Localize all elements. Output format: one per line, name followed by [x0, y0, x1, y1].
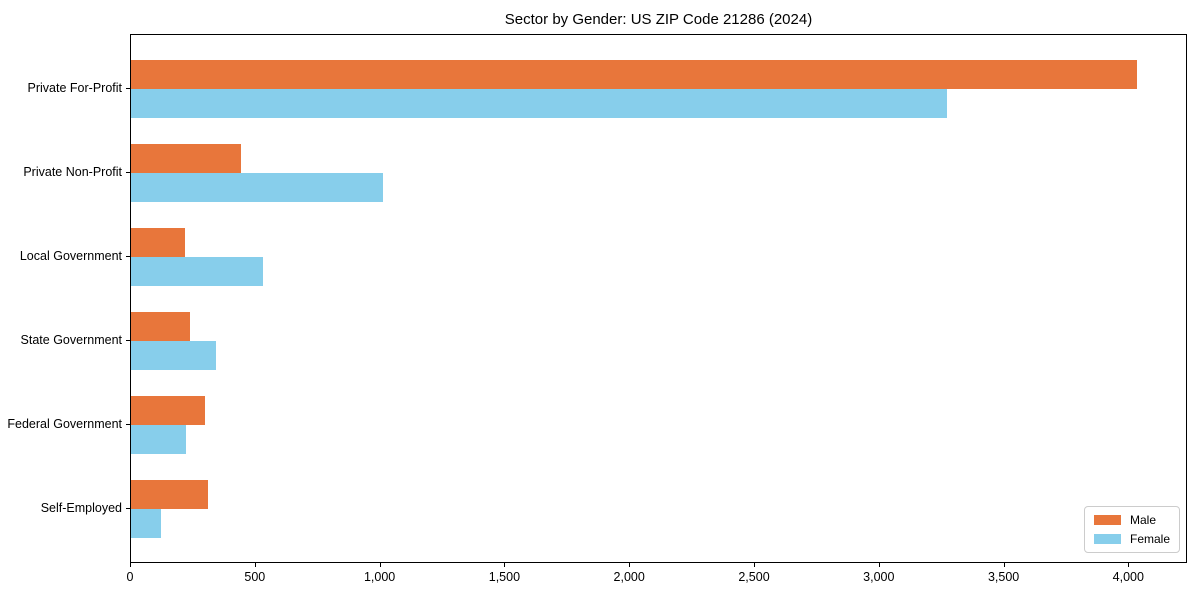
chart-title: Sector by Gender: US ZIP Code 21286 (202… [504, 11, 813, 28]
legend-swatch-male [1093, 515, 1121, 525]
x-tick-label-1-000: 1,000 [363, 570, 396, 584]
y-tick-label-self-employed: Self-Employed [40, 501, 122, 515]
y-tick-label-local-government: Local Government [19, 249, 122, 263]
x-tick-mark [629, 563, 631, 567]
x-tick-label-1-500: 1,500 [488, 570, 521, 584]
bar-male-private-for-profit [131, 60, 1137, 89]
x-tick-mark [878, 563, 880, 567]
x-tick-label-4-000: 4,000 [1112, 570, 1144, 584]
x-tick-mark [1128, 563, 1130, 567]
x-tick-label-3-000: 3,000 [863, 570, 895, 584]
x-tick-label-0: 0 [126, 570, 134, 584]
x-tick-label-500: 500 [244, 570, 266, 584]
y-tick-label-state-government: State Government [20, 333, 122, 347]
bar-female-federal-government [131, 425, 186, 454]
y-tick-mark [126, 340, 130, 341]
x-tick-label-3-500: 3,500 [987, 570, 1020, 584]
y-tick-label-private-for-profit: Private For-Profit [27, 81, 122, 95]
bar-female-private-for-profit [131, 89, 948, 118]
x-tick-label-2-500: 2,500 [738, 570, 770, 584]
x-tick-mark [754, 563, 755, 567]
x-tick-mark [504, 563, 506, 567]
bar-male-private-non-profit [131, 144, 241, 173]
x-tick-label-2-000: 2,000 [613, 570, 645, 584]
x-tick-mark [130, 563, 131, 567]
y-tick-mark [126, 256, 130, 257]
bar-male-self-employed [131, 480, 209, 509]
y-tick-mark [126, 424, 130, 425]
bar-female-self-employed [131, 509, 161, 538]
bar-male-local-government [131, 228, 185, 257]
bar-female-state-government [131, 341, 216, 370]
bar-male-state-government [131, 312, 190, 341]
legend-label-female: Female [1129, 532, 1170, 546]
y-tick-mark [126, 88, 130, 89]
legend-item-female: Female [1093, 532, 1170, 546]
plot-area [130, 34, 1187, 563]
bar-female-local-government [131, 257, 264, 286]
legend-label-male: Male [1129, 513, 1156, 527]
x-tick-mark [379, 563, 381, 567]
bar-female-private-non-profit [131, 173, 384, 202]
y-tick-mark [126, 508, 130, 509]
y-tick-mark [126, 172, 130, 173]
legend: Male Female [1083, 506, 1180, 553]
bar-male-federal-government [131, 396, 205, 425]
y-tick-label-private-non-profit: Private Non-Profit [23, 165, 122, 179]
x-tick-mark [254, 563, 256, 567]
legend-swatch-female [1093, 534, 1121, 544]
y-tick-label-federal-government: Federal Government [7, 417, 122, 431]
x-tick-mark [1003, 563, 1005, 567]
legend-item-male: Male [1093, 513, 1170, 527]
